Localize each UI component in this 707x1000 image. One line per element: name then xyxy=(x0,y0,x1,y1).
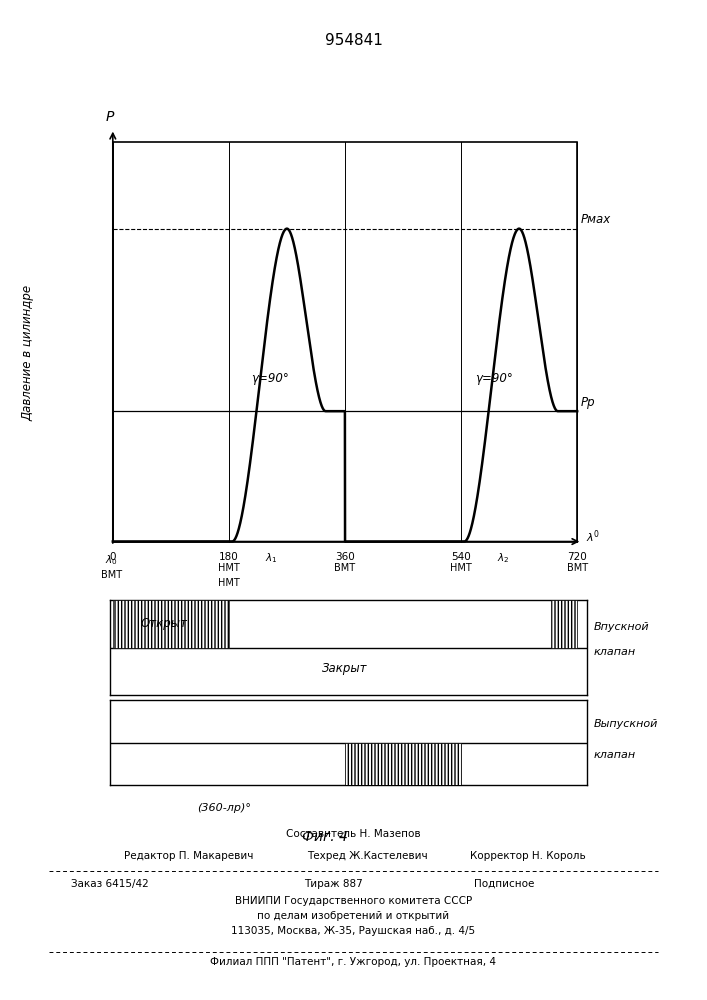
Text: Впускной: Впускной xyxy=(594,622,650,632)
Text: 540: 540 xyxy=(451,552,471,562)
Text: Pмах: Pмах xyxy=(580,213,611,226)
Text: Корректор Н. Король: Корректор Н. Король xyxy=(470,851,586,861)
Text: НМТ: НМТ xyxy=(218,563,240,573)
Text: $\lambda_0$: $\lambda_0$ xyxy=(105,553,118,567)
Text: Давление в цилиндре: Давление в цилиндре xyxy=(22,284,35,421)
Text: 720: 720 xyxy=(567,552,587,562)
Text: Редактор П. Макаревич: Редактор П. Макаревич xyxy=(124,851,253,861)
Bar xyxy=(113,600,229,648)
Text: НМТ: НМТ xyxy=(450,563,472,573)
Text: 180: 180 xyxy=(219,552,239,562)
Text: P: P xyxy=(106,110,115,124)
Text: ВМТ: ВМТ xyxy=(334,563,356,573)
Text: НМТ: НМТ xyxy=(218,578,240,588)
Text: Открыт: Открыт xyxy=(141,617,188,630)
Text: ВМТ: ВМТ xyxy=(101,570,122,580)
Text: 954841: 954841 xyxy=(325,33,382,48)
Text: клапан: клапан xyxy=(594,647,636,657)
Text: Pр: Pр xyxy=(580,396,595,409)
Text: 0: 0 xyxy=(110,552,116,562)
Text: ВНИИПИ Государственного комитета СССР: ВНИИПИ Государственного комитета СССР xyxy=(235,896,472,906)
Text: $\lambda_1$: $\lambda_1$ xyxy=(264,552,277,565)
Text: Фиг. 4: Фиг. 4 xyxy=(303,830,348,844)
Bar xyxy=(113,142,577,542)
Bar xyxy=(345,742,461,785)
Text: Составитель Н. Мазепов: Составитель Н. Мазепов xyxy=(286,829,421,839)
Text: Закрыт: Закрыт xyxy=(322,662,368,675)
Text: (360-лр)°: (360-лр)° xyxy=(197,803,251,813)
Text: Филиал ППП "Патент", г. Ужгород, ул. Проектная, 4: Филиал ППП "Патент", г. Ужгород, ул. Про… xyxy=(211,957,496,967)
Text: клапан: клапан xyxy=(594,750,636,760)
Text: γ=90°: γ=90° xyxy=(252,372,289,385)
Text: Выпускной: Выпускной xyxy=(594,719,658,729)
Text: γ=90°: γ=90° xyxy=(475,372,513,385)
Text: Подписное: Подписное xyxy=(474,879,534,889)
Text: $\lambda_2$: $\lambda_2$ xyxy=(497,552,509,565)
Text: Угол поворота коленчатого вала: Угол поворота коленчатого вала xyxy=(237,600,453,613)
Text: 360: 360 xyxy=(335,552,355,562)
Text: по делам изобретений и открытий: по делам изобретений и открытий xyxy=(257,911,450,921)
Text: Тираж 887: Тираж 887 xyxy=(304,879,363,889)
Text: $\lambda^0$: $\lambda^0$ xyxy=(585,529,600,545)
Bar xyxy=(551,600,577,648)
Text: 113035, Москва, Ж-35, Раушская наб., д. 4/5: 113035, Москва, Ж-35, Раушская наб., д. … xyxy=(231,926,476,936)
Text: Техред Ж.Кастелевич: Техред Ж.Кастелевич xyxy=(308,851,428,861)
Text: Заказ 6415/42: Заказ 6415/42 xyxy=(71,879,148,889)
Text: ВМТ: ВМТ xyxy=(566,563,588,573)
